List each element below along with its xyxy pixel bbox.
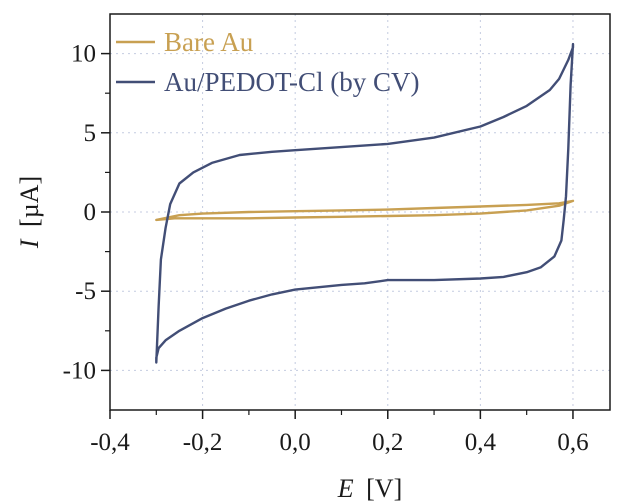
x-tick-label: 0,4 xyxy=(465,429,497,456)
x-tick-label: -0,2 xyxy=(183,429,223,456)
y-axis-title: I [µA] xyxy=(15,176,44,249)
legend-label: Bare Au xyxy=(164,27,254,57)
y-tick-label: -5 xyxy=(75,278,96,305)
series-layer xyxy=(155,42,575,364)
y-tick-label: 10 xyxy=(71,41,96,68)
x-axis-unit: [V] xyxy=(366,474,402,503)
legend: Bare Au Au/PEDOT-Cl (by CV) xyxy=(116,27,420,97)
x-tick-label: 0,0 xyxy=(280,429,311,456)
y-tick-label: 0 xyxy=(84,199,97,226)
x-axis-title: E [V] xyxy=(337,474,402,503)
series-line-1 xyxy=(155,199,575,222)
x-tick-label: 0,6 xyxy=(557,429,588,456)
x-tick-label: 0,2 xyxy=(372,429,403,456)
legend-label: Au/PEDOT-Cl (by CV) xyxy=(164,67,420,97)
x-axis-symbol: E xyxy=(337,474,354,503)
y-axis-unit: [µA] xyxy=(15,176,44,227)
series-line-2 xyxy=(155,42,575,364)
y-tick-label: -10 xyxy=(63,357,96,384)
x-tick-label: -0,4 xyxy=(90,429,130,456)
y-tick-label: 5 xyxy=(84,120,97,147)
y-axis-symbol: I xyxy=(15,238,44,249)
axis-ticks: -0,4 -0,2 0,0 0,2 0,4 0,6 -10 -5 0 5 10 xyxy=(63,41,589,456)
